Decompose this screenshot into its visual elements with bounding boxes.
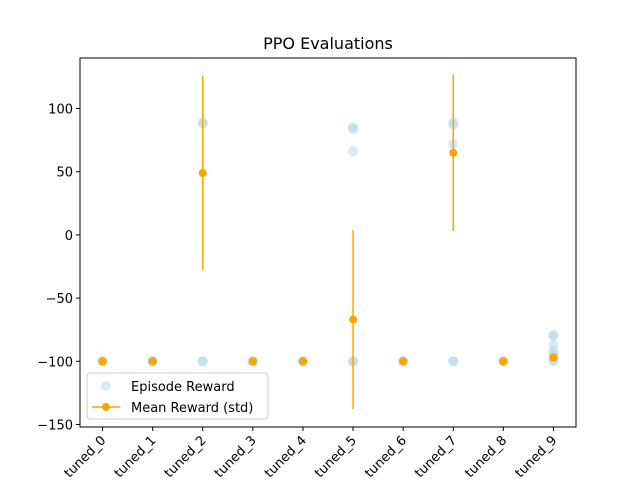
episode-point [348,146,359,157]
x-tick-label: tuned_5 [312,433,360,480]
mean-errorbars [98,74,558,410]
x-tick-label: tuned_2 [162,433,210,480]
x-tick-label: tuned_1 [112,433,160,480]
mean-point [198,168,207,177]
x-tick-label: tuned_3 [212,433,260,480]
episode-point [348,123,359,134]
mean-point [549,353,558,362]
x-tick-label: tuned_9 [512,433,560,480]
episode-point [197,356,208,367]
legend-mean-marker [102,403,110,411]
y-tick-label: 50 [56,166,73,181]
y-tick-label: −50 [46,292,73,307]
mean-point [148,357,157,366]
mean-point [499,357,508,366]
chart-title: PPO Evaluations [263,34,393,53]
legend: Episode Reward Mean Reward (std) [86,372,269,420]
x-tick-label: tuned_0 [62,433,110,480]
x-tick-label: tuned_8 [462,433,510,480]
x-tick-label: tuned_4 [262,433,310,480]
mean-point [399,357,408,366]
mean-point [98,357,107,366]
y-axis: −150 −100 −50 0 50 100 [37,103,80,433]
episode-points [97,117,559,367]
y-tick-label: 100 [48,103,73,118]
legend-episode-label: Episode Reward [131,380,235,395]
mean-point [449,148,458,157]
x-tick-label: tuned_6 [362,433,410,480]
plot-frame [79,57,577,428]
legend-frame [86,372,269,420]
mean-point [248,357,257,366]
legend-episode-marker [101,381,111,391]
y-tick-label: −150 [37,418,73,433]
mean-point [349,315,358,324]
episode-point [448,356,459,367]
x-axis: tuned_0 tuned_1 tuned_2 tuned_3 tuned_4 tuned… [62,427,560,480]
x-tick-label: tuned_7 [412,433,460,480]
mean-point [298,357,307,366]
y-tick-label: 0 [65,229,73,244]
y-tick-label: −100 [37,355,73,370]
legend-mean-label: Mean Reward (std) [131,401,253,416]
episode-point [548,331,559,342]
